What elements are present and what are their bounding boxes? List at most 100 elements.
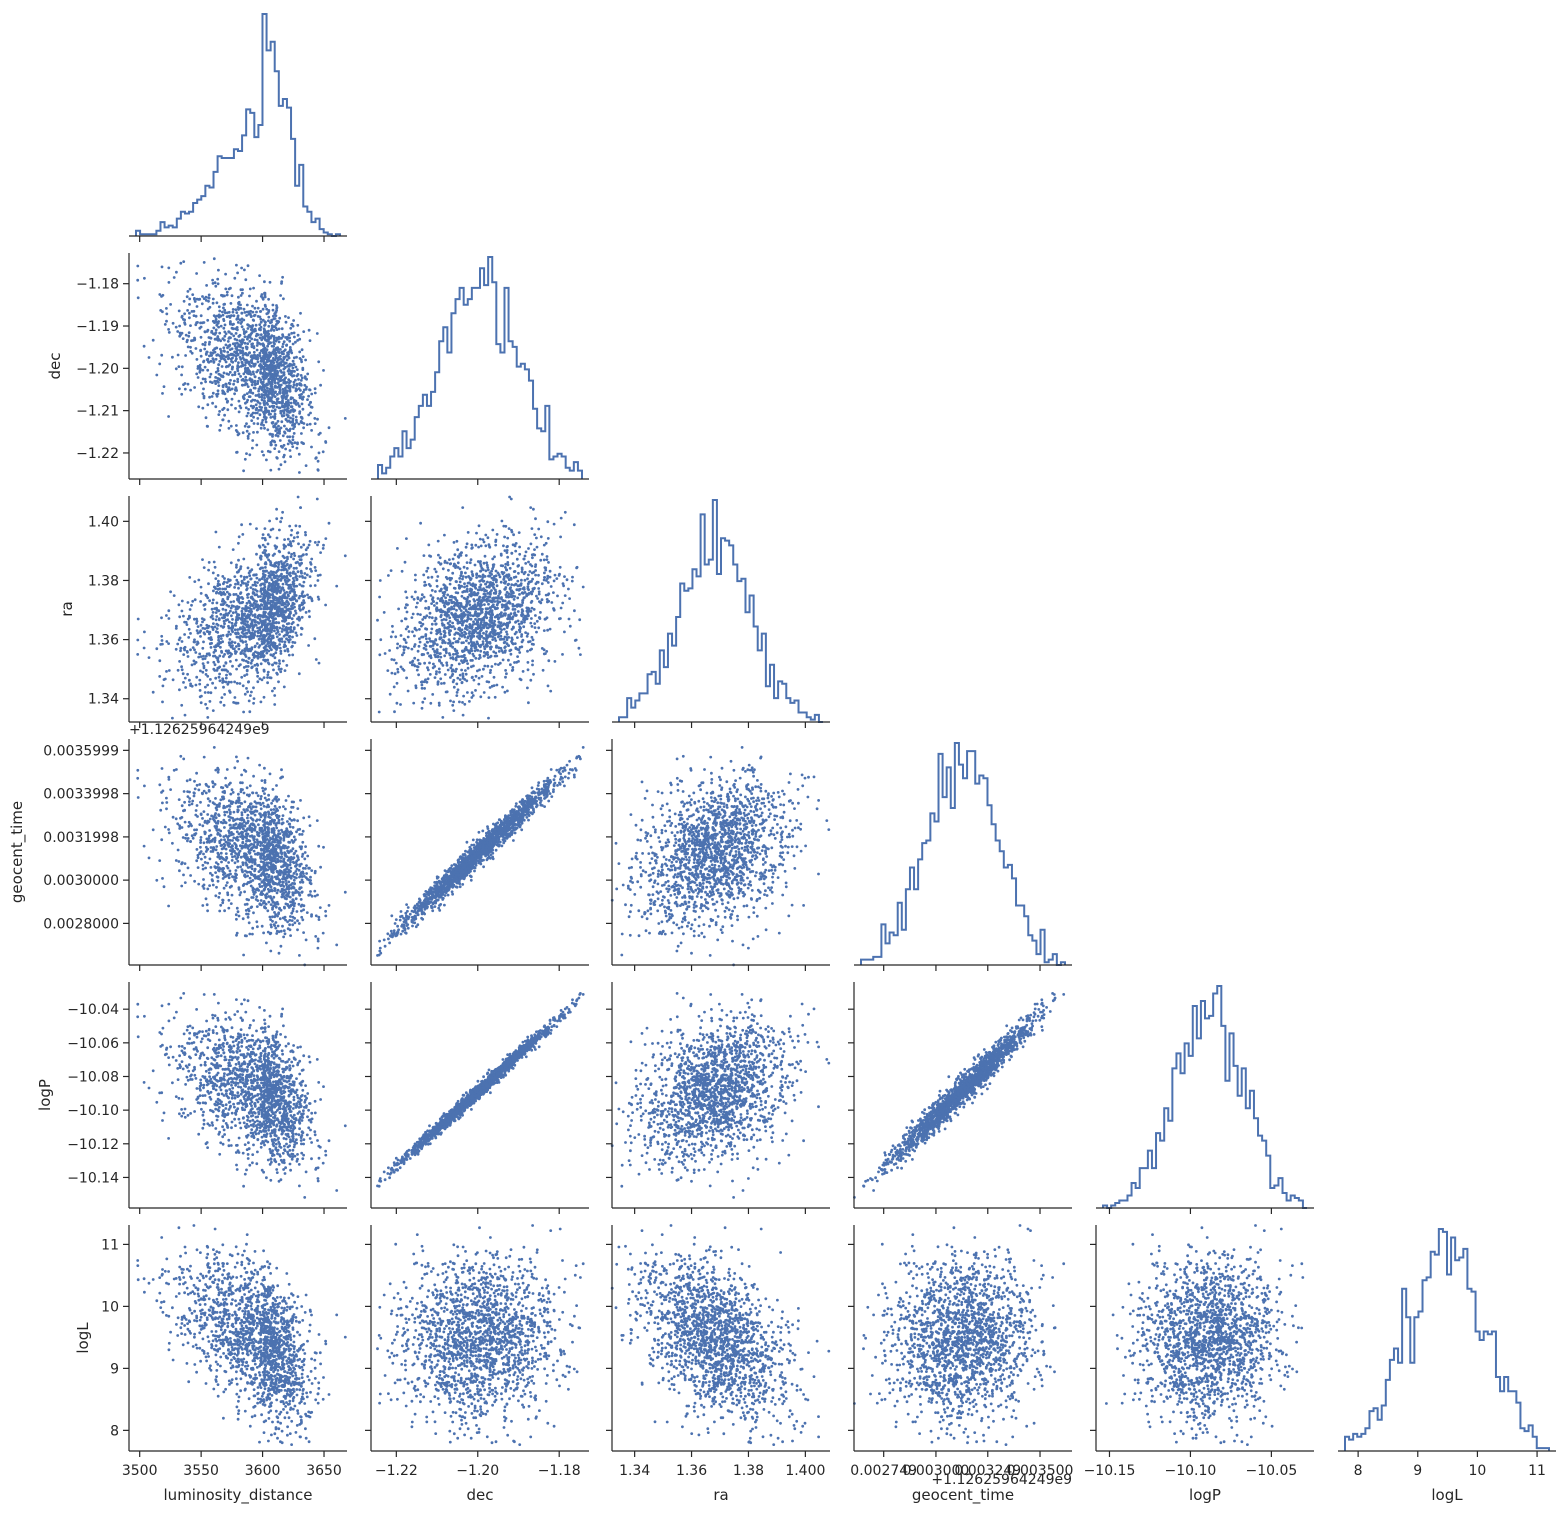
- point: [294, 400, 297, 403]
- point: [235, 264, 238, 267]
- point: [279, 355, 282, 358]
- point: [219, 339, 222, 342]
- point: [240, 365, 243, 368]
- point: [202, 392, 205, 395]
- point: [292, 438, 295, 441]
- point: [198, 371, 201, 374]
- point: [305, 388, 308, 391]
- point: [271, 433, 274, 436]
- point: [309, 423, 312, 426]
- point: [261, 450, 264, 453]
- point: [212, 392, 215, 395]
- point: [289, 390, 292, 393]
- point: [284, 315, 287, 318]
- point: [278, 468, 281, 471]
- point: [251, 439, 254, 442]
- point: [278, 341, 281, 344]
- point: [222, 384, 225, 387]
- point: [260, 333, 263, 336]
- point: [302, 391, 305, 394]
- point: [267, 411, 270, 414]
- point: [243, 269, 246, 272]
- point: [300, 379, 303, 382]
- point: [217, 269, 220, 272]
- point: [173, 276, 176, 279]
- point: [143, 345, 146, 348]
- point: [233, 277, 236, 280]
- point: [263, 427, 266, 430]
- point: [241, 325, 244, 328]
- point: [274, 370, 277, 373]
- point: [215, 347, 218, 350]
- point: [242, 469, 245, 472]
- point: [260, 427, 263, 430]
- point: [228, 427, 231, 430]
- point: [226, 315, 229, 318]
- point: [183, 312, 186, 315]
- point: [180, 393, 183, 396]
- point: [200, 326, 203, 329]
- point: [288, 420, 291, 423]
- point: [208, 343, 211, 346]
- point: [235, 451, 238, 454]
- point: [206, 369, 209, 372]
- point: [207, 360, 210, 363]
- point: [265, 459, 268, 462]
- point: [226, 372, 229, 375]
- point: [297, 334, 300, 337]
- point: [171, 356, 174, 359]
- point: [248, 313, 251, 316]
- point: [265, 312, 268, 315]
- point: [228, 363, 231, 366]
- point: [242, 328, 245, 331]
- point: [189, 324, 192, 327]
- point: [213, 380, 216, 383]
- point: [161, 266, 164, 269]
- point: [296, 324, 299, 327]
- point: [263, 336, 266, 339]
- point: [232, 383, 235, 386]
- point: [222, 346, 225, 349]
- point: [298, 423, 301, 426]
- point: [188, 316, 191, 319]
- point: [284, 348, 287, 351]
- point: [234, 407, 237, 410]
- point: [217, 369, 220, 372]
- point: [228, 311, 231, 314]
- point: [189, 346, 192, 349]
- point: [257, 409, 260, 412]
- point: [148, 356, 151, 359]
- point: [217, 363, 220, 366]
- point: [176, 330, 179, 333]
- point: [195, 272, 198, 275]
- point: [309, 339, 312, 342]
- point: [294, 441, 297, 444]
- point: [184, 388, 187, 391]
- point: [302, 396, 305, 399]
- point: [229, 371, 232, 374]
- point: [164, 323, 167, 326]
- point: [246, 342, 249, 345]
- point: [259, 368, 262, 371]
- point: [311, 406, 314, 409]
- point: [288, 435, 291, 438]
- point: [195, 315, 198, 318]
- point: [223, 349, 226, 352]
- point: [300, 360, 303, 363]
- point: [210, 373, 213, 376]
- point: [302, 408, 305, 411]
- point: [177, 354, 180, 357]
- point: [268, 413, 271, 416]
- point: [230, 404, 233, 407]
- point: [280, 445, 283, 448]
- point: [222, 327, 225, 330]
- point: [253, 422, 256, 425]
- point: [275, 307, 278, 310]
- point: [292, 367, 295, 370]
- point: [236, 380, 239, 383]
- point: [200, 355, 203, 358]
- point: [293, 384, 296, 387]
- point: [295, 384, 298, 387]
- point: [255, 300, 258, 303]
- point: [238, 373, 241, 376]
